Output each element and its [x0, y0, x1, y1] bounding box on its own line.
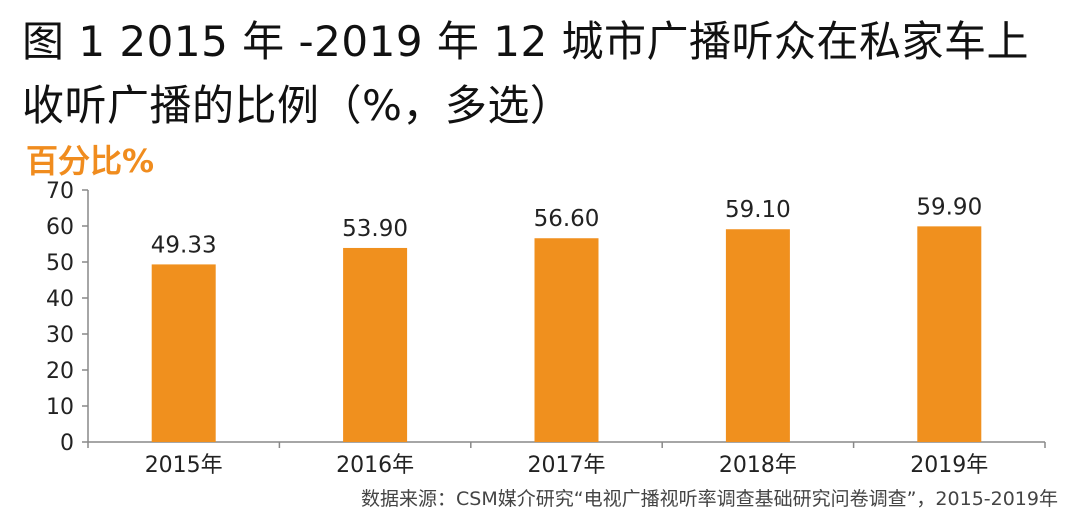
bar-value-label-0: 49.33: [151, 232, 217, 258]
bar-3: [725, 229, 790, 442]
bar-value-label-2: 56.60: [534, 206, 600, 232]
y-axis-unit-label: 百分比%: [26, 142, 155, 180]
bar-1: [343, 247, 408, 442]
x-category-label-3: 2018年: [719, 453, 797, 478]
bar-value-label-1: 53.90: [342, 216, 408, 242]
bar-value-label-4: 59.90: [916, 194, 982, 220]
y-tick-label-1: 10: [46, 395, 74, 420]
chart-title: 图 1 2015 年 -2019 年 12 城市广播听众在私家车上 收听广播的比…: [22, 10, 1067, 138]
data-source-note: 数据来源：CSM媒介研究“电视广播视听率调查基础研究问卷调查”，2015-201…: [361, 488, 1058, 510]
bar-4: [917, 226, 982, 442]
x-category-label-4: 2019年: [910, 453, 988, 478]
y-tick-label-5: 50: [46, 251, 74, 276]
y-tick-label-7: 70: [46, 179, 74, 204]
y-tick-label-3: 30: [46, 323, 74, 348]
bar-0: [151, 264, 216, 442]
y-tick-label-4: 40: [46, 287, 74, 312]
y-tick-label-2: 20: [46, 359, 74, 384]
bar-value-label-3: 59.10: [725, 197, 791, 223]
y-tick-label-6: 60: [46, 215, 74, 240]
x-category-label-1: 2016年: [336, 453, 414, 478]
x-category-label-2: 2017年: [528, 453, 606, 478]
bar-2: [534, 238, 599, 442]
x-category-label-0: 2015年: [145, 453, 223, 478]
chart-title-line-2: 收听广播的比例（%，多选）: [22, 81, 573, 130]
chart-title-line-1: 图 1 2015 年 -2019 年 12 城市广播听众在私家车上: [22, 17, 1030, 66]
y-tick-label-0: 0: [60, 431, 74, 456]
